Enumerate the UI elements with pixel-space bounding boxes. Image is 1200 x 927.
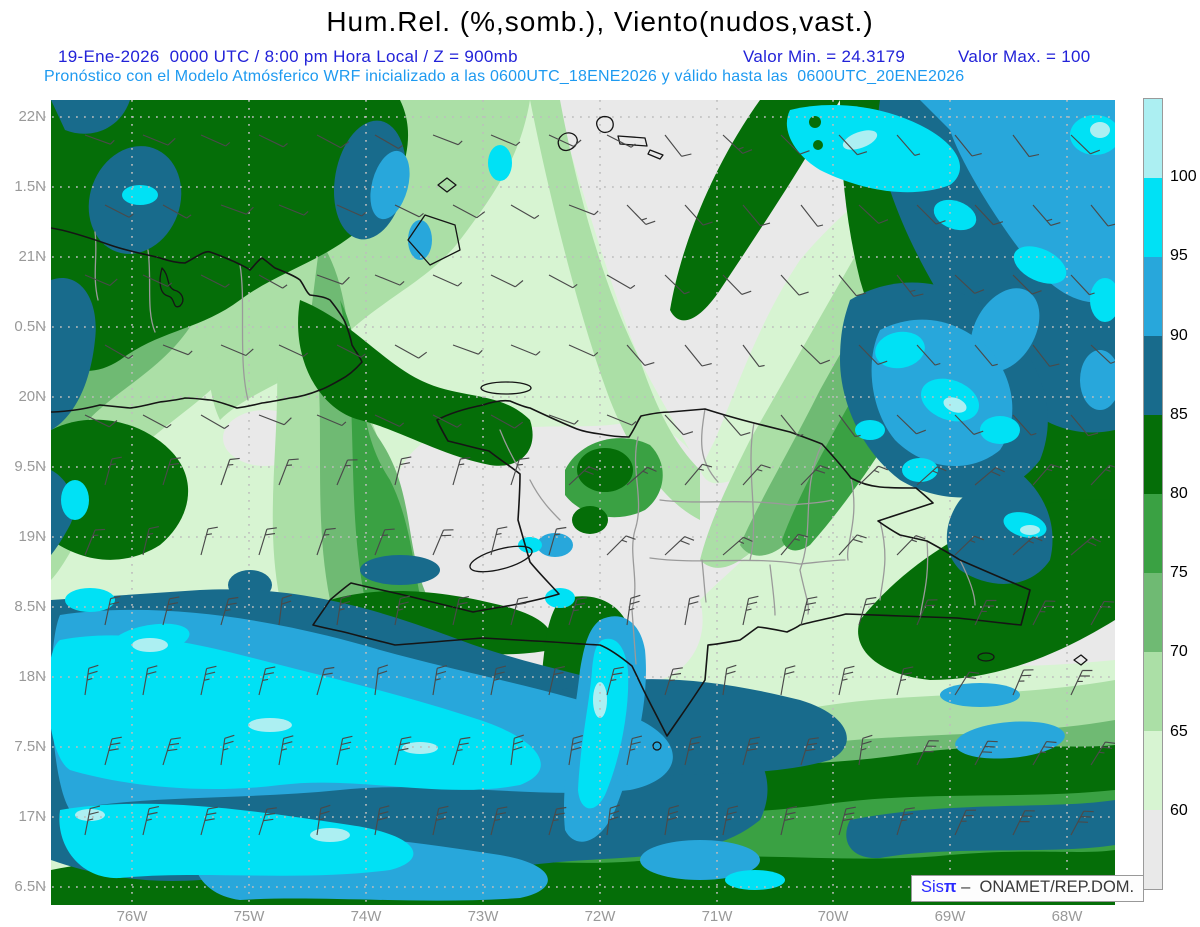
chart-title: Hum.Rel. (%,somb.), Viento(nudos,vast.): [326, 6, 874, 37]
lon-tick-label: 72W: [584, 908, 616, 925]
value-max-label: Valor Max. = 100: [958, 47, 1091, 66]
lat-tick-label: 6.5N: [14, 878, 46, 895]
inagua-island: [407, 214, 461, 266]
colorbar-segment: [1144, 652, 1162, 731]
lon-tick-label: 73W: [467, 908, 499, 925]
lon-tick-label: 71W: [701, 908, 733, 925]
lat-tick-label: 19N: [18, 528, 46, 545]
lat-tick-label: 20N: [18, 388, 46, 405]
colorbar-tick-label: 85: [1170, 405, 1188, 423]
colorbar-tick-label: 95: [1170, 247, 1188, 265]
colorbar-segment: [1144, 99, 1162, 178]
lon-tick-label: 68W: [1051, 908, 1083, 925]
watermark-pi-icon: π: [943, 878, 957, 896]
lat-tick-label: 8.5N: [14, 598, 46, 615]
watermark-box: Sisπ – ONAMET/REP.DOM.: [911, 875, 1145, 902]
colorbar-tick-label: 100: [1170, 168, 1197, 186]
colorbar-segment: [1144, 494, 1162, 573]
lat-tick-label: 1.5N: [14, 178, 46, 195]
lat-tick-label: 21N: [18, 248, 46, 265]
hispaniola-coastline: [312, 399, 1031, 737]
lat-tick-label: 7.5N: [14, 738, 46, 755]
province-borders: [94, 231, 976, 665]
colorbar-segment: [1144, 336, 1162, 415]
lon-tick-label: 75W: [233, 908, 265, 925]
gonave-island: [469, 545, 533, 573]
colorbar-segment: [1144, 415, 1162, 494]
lat-tick-label: 0.5N: [14, 318, 46, 335]
small-cay: [437, 177, 457, 193]
lat-tick-label: 9.5N: [14, 458, 46, 475]
colorbar-segment: [1144, 810, 1162, 889]
watermark-suffix: – ONAMET/REP.DOM.: [956, 878, 1135, 896]
colorbar-tick-label: 60: [1170, 801, 1188, 819]
model-init-line: Pronóstico con el Modelo Atmósferico WRF…: [44, 68, 965, 85]
humidity-colorbar: [1143, 98, 1163, 890]
colorbar-segment: [1144, 178, 1162, 257]
wind-barbs: [84, 134, 1115, 836]
saona-island: [977, 652, 995, 662]
colorbar-tick-label: 90: [1170, 326, 1188, 344]
lat-tick-label: 22N: [18, 108, 46, 125]
lon-tick-label: 70W: [817, 908, 849, 925]
colorbar-tick-label: 80: [1170, 485, 1188, 502]
lat-tick-label: 18N: [18, 668, 46, 685]
colorbar-tick-label: 65: [1170, 722, 1188, 740]
mona-island: [1073, 654, 1088, 666]
lon-tick-label: 76W: [116, 908, 148, 925]
value-min-label: Valor Min. = 24.3179: [743, 47, 906, 66]
humidity-wind-map: [36, 100, 1115, 908]
watermark-brand: Sis: [921, 878, 944, 896]
colorbar-tick-label: 75: [1170, 564, 1188, 582]
colorbar-segment: [1144, 573, 1162, 652]
colorbar-segment: [1144, 731, 1162, 810]
cuba-coastline: [51, 227, 363, 413]
tortue-island: [480, 381, 532, 395]
contour-fills: [51, 100, 1115, 905]
beata-island: [652, 741, 662, 751]
colorbar-segment: [1144, 257, 1162, 336]
colorbar-tick-label: 70: [1170, 643, 1188, 661]
lon-tick-label: 69W: [934, 908, 966, 925]
lon-tick-label: 74W: [350, 908, 382, 925]
lat-tick-label: 17N: [18, 808, 46, 825]
valid-time-line: 19-Ene-2026 0000 UTC / 8:00 pm Hora Loca…: [58, 47, 518, 66]
